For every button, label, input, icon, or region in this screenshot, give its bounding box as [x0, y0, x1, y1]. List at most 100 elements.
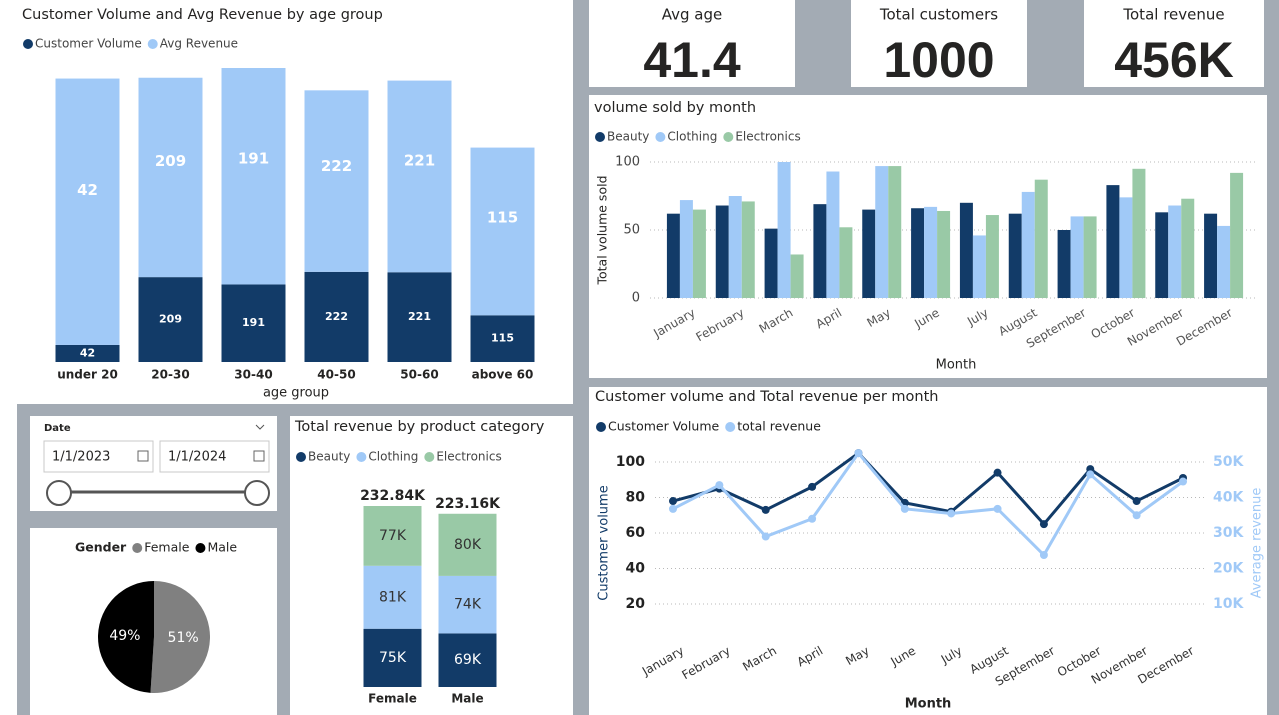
y2-tick-label: 40K: [1213, 490, 1244, 506]
total-label: 223.16K: [435, 496, 501, 512]
legend-label: Electronics: [735, 130, 800, 144]
bar: [741, 201, 755, 298]
bar: [1083, 216, 1097, 298]
legend-marker: [356, 452, 367, 462]
y2-axis-title: Average revenue: [1250, 488, 1265, 599]
point: [1039, 551, 1048, 560]
y2-tick-label: 10K: [1213, 596, 1244, 612]
date-input[interactable]: [159, 440, 270, 473]
legend-label: Customer Volume: [608, 419, 719, 434]
legend-label: Clothing: [368, 450, 418, 464]
bar: [692, 209, 706, 298]
point: [669, 504, 677, 513]
bar: [1168, 205, 1182, 298]
legend-marker: [595, 132, 605, 142]
slider-handle[interactable]: [244, 480, 270, 506]
data-label: 42: [80, 346, 95, 359]
bar: [790, 254, 804, 298]
bar-segment: [387, 272, 452, 362]
calendar-icon: [253, 450, 265, 462]
slider-handle[interactable]: [46, 480, 72, 506]
bar: [764, 228, 778, 298]
bar-segment: [138, 277, 203, 362]
date-input[interactable]: [43, 440, 154, 473]
y2-tick-label: 20K: [1213, 561, 1244, 577]
bar-segment: [438, 513, 497, 576]
legend-label: Female: [144, 540, 190, 555]
legend-marker: [296, 452, 306, 462]
point: [761, 532, 770, 541]
bar-segment: [221, 68, 286, 285]
data-label: 81K: [379, 589, 407, 605]
bar-segment: [304, 271, 369, 362]
bar: [875, 166, 889, 298]
y-tick-label: 20: [626, 596, 646, 612]
y2-tick-label: 50K: [1213, 454, 1244, 470]
bar-segment: [55, 344, 120, 362]
card: [589, 0, 795, 87]
bar: [1155, 212, 1169, 298]
x-tick-label: above 60: [472, 368, 534, 382]
bar-segment: [470, 315, 535, 362]
x-tick-label: Female: [368, 692, 417, 706]
data-label: 115: [491, 332, 514, 345]
panel: [290, 416, 573, 715]
bar: [1204, 213, 1218, 298]
bar-segment: [221, 284, 286, 362]
bar: [924, 206, 938, 298]
data-label: 115: [487, 209, 518, 227]
legend-label: Male: [207, 540, 237, 555]
bar-segment: [470, 147, 535, 316]
data-label: 80K: [454, 537, 482, 553]
x-tick-label: 50-60: [400, 368, 438, 382]
y-tick-label: 50: [623, 223, 640, 238]
pie-slice: [150, 581, 210, 693]
bar-segment: [438, 575, 497, 634]
point: [1179, 477, 1187, 486]
bar: [985, 215, 999, 298]
bar: [679, 200, 693, 298]
legend-label: Clothing: [667, 130, 717, 144]
card: [851, 0, 1027, 87]
bar: [839, 227, 853, 298]
y-axis-title: Total volume sold: [595, 175, 610, 285]
bar: [1057, 230, 1071, 298]
y-tick-label: 0: [632, 291, 640, 306]
chart-title: Customer volume and Total revenue per mo…: [595, 389, 938, 405]
legend-label: Beauty: [607, 130, 649, 144]
bar: [728, 196, 742, 298]
x-tick-label: Male: [451, 692, 483, 706]
chevron[interactable]: [255, 424, 265, 430]
bar-segment: [387, 80, 452, 273]
x-tick-label: 30-40: [234, 368, 272, 382]
line: [672, 450, 1184, 558]
data-label: 221: [408, 310, 431, 323]
bar: [937, 210, 951, 298]
y-axis-title: Customer volume: [597, 485, 612, 600]
bar: [1070, 216, 1084, 298]
point: [1039, 520, 1048, 529]
y-tick-label: 100: [616, 454, 645, 470]
card-label: Total customers: [879, 6, 998, 24]
bar: [1119, 197, 1133, 298]
legend-label: Avg Revenue: [160, 37, 238, 51]
point: [1132, 497, 1141, 506]
data-label: 221: [404, 152, 435, 170]
bar: [862, 209, 876, 298]
bar-segment: [363, 506, 422, 566]
x-axis-title: Month: [905, 697, 952, 712]
data-label: 74K: [454, 597, 482, 613]
date-start: 1/1/2023: [52, 450, 110, 465]
chart-title: Total revenue by product category: [294, 419, 545, 435]
legend-marker: [725, 422, 736, 432]
slicer-title: Date: [44, 423, 71, 434]
legend-marker: [655, 132, 666, 142]
chart-title: volume sold by month: [594, 100, 756, 116]
y-tick-label: 100: [615, 155, 640, 170]
bar: [1008, 213, 1022, 298]
bar: [888, 166, 902, 298]
data-label: 69K: [454, 652, 482, 668]
date-end: 1/1/2024: [168, 450, 226, 465]
card-value: 456K: [1114, 32, 1234, 88]
y-tick-label: 80: [626, 490, 646, 506]
